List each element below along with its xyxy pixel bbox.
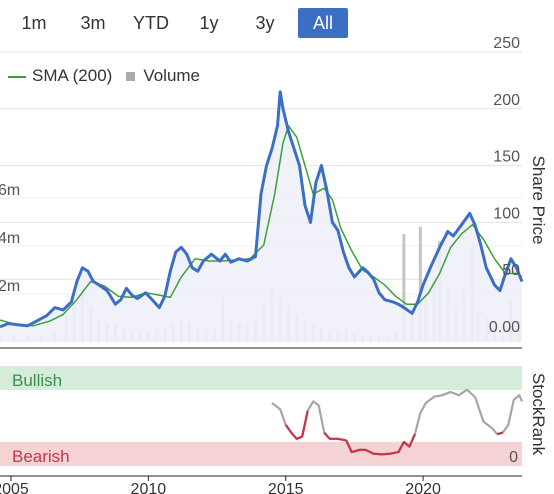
sma-legend-label[interactable]: SMA (200) [32, 66, 113, 85]
bearish-label: Bearish [12, 447, 70, 466]
price-tick-label: 200 [493, 92, 520, 109]
bullish-band [0, 366, 522, 390]
volume-tick-label: 4m [0, 230, 20, 247]
stockrank-axis-title: StockRank [529, 373, 548, 456]
x-tick-label: 2020 [405, 481, 441, 494]
stockrank-bearish-segment [345, 433, 416, 456]
volume-legend-label[interactable]: Volume [143, 66, 201, 85]
chart-legend: SMA (200) Volume [8, 66, 200, 86]
stockrank-zero-label: 0 [509, 449, 518, 466]
sma-legend-swatch[interactable] [8, 75, 26, 78]
volume-bar [418, 226, 422, 342]
bearish-band [0, 442, 522, 466]
x-tick-label: 2015 [268, 481, 304, 494]
stockrank-bearish-segment [323, 431, 347, 442]
range-button-3y[interactable]: 3y [255, 13, 275, 33]
range-button-ytd[interactable]: YTD [133, 13, 169, 33]
price-tick-label: 100 [493, 205, 520, 222]
price-tick-label: 250 [493, 35, 520, 52]
sma-line [0, 125, 523, 327]
price-area [0, 91, 522, 342]
volume-legend-swatch[interactable] [126, 72, 136, 82]
range-button-1m[interactable]: 1m [21, 13, 47, 33]
range-button-all[interactable]: All [298, 8, 348, 38]
bullish-label: Bullish [12, 371, 62, 390]
share-price-axis-title: Share Price [529, 156, 548, 245]
volume-tick-label: 2m [0, 278, 20, 295]
stockrank-bearish-segment [496, 431, 504, 436]
price-tick-label: 0.00 [489, 319, 520, 336]
volume-tick-label: 6m [0, 182, 20, 199]
range-button-3m[interactable]: 3m [80, 13, 106, 33]
range-button-1y[interactable]: 1y [199, 13, 219, 33]
price-tick-label: 150 [493, 149, 520, 166]
volume-bar [402, 234, 406, 342]
stockrank-bearish-segment [284, 410, 309, 440]
x-tick-label: 2010 [131, 481, 167, 494]
price-tick-label: 50 [502, 262, 520, 279]
price-line [0, 90, 524, 329]
x-tick-label: 2005 [0, 481, 29, 494]
